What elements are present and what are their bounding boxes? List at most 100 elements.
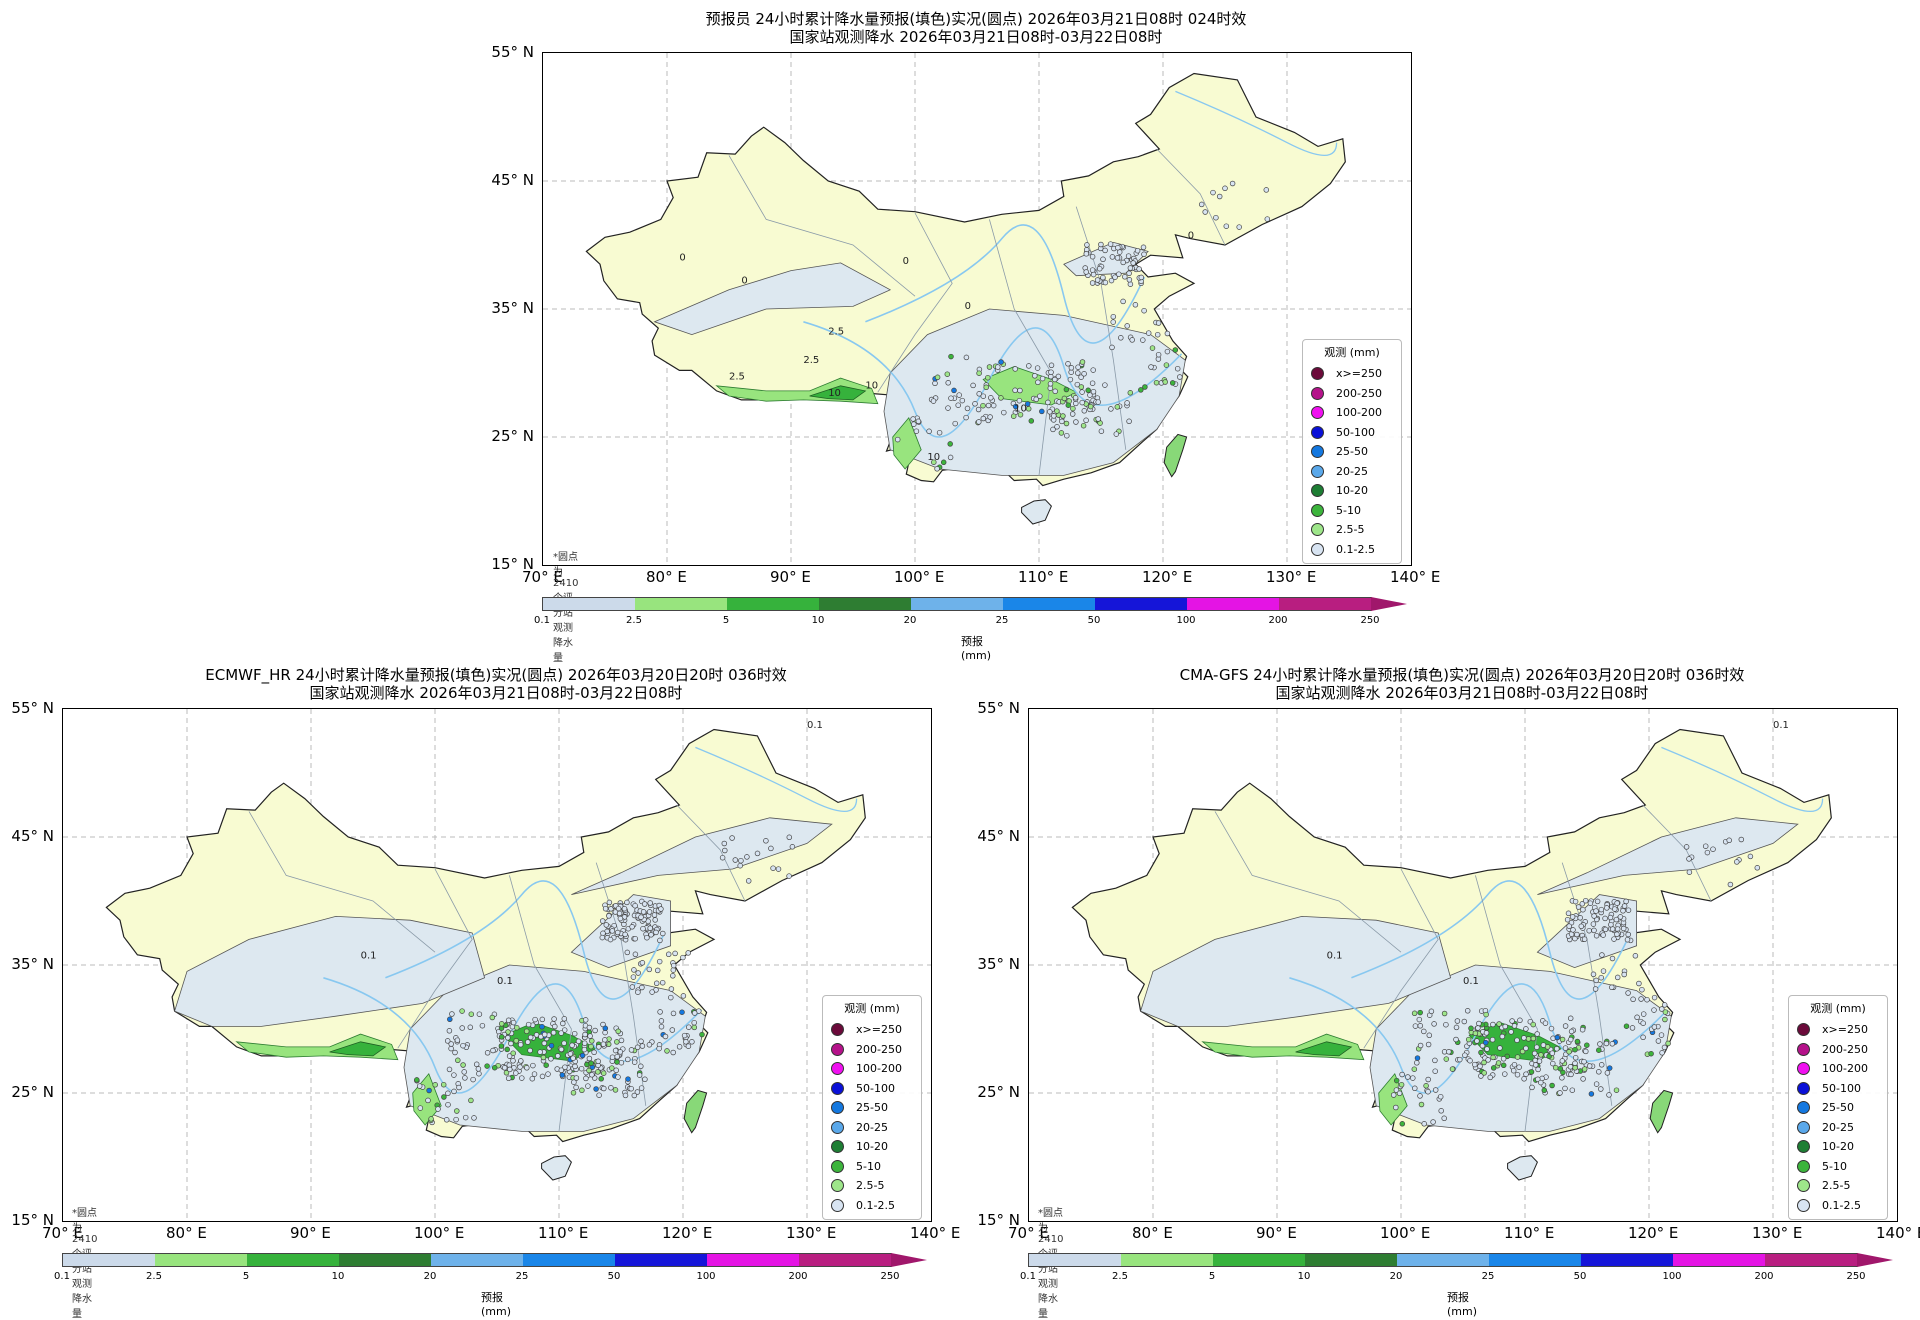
station-dot [1198,201,1205,208]
station-dot [1523,1071,1529,1077]
station-dot [653,980,660,987]
yellow-river [865,224,1146,344]
station-dot [443,1117,450,1123]
legend-item: 50-100 [1797,1079,1879,1099]
station-dot [1174,365,1181,372]
station-dot [1032,373,1038,379]
station-dot [1169,380,1176,386]
station-dot [1560,1069,1566,1076]
station-dot [1525,1036,1532,1042]
station-dot [1045,399,1051,406]
station-dot [1100,256,1106,263]
station-dot [1089,280,1096,286]
station-dot [601,1085,607,1092]
station-dot [975,406,982,413]
station-dot [1457,1056,1463,1063]
station-dot [613,1067,619,1074]
station-dot [1511,1061,1518,1068]
station-dot [786,873,792,879]
station-dot [640,909,647,915]
station-dot [501,1065,508,1071]
panel-ecmwf-title: ECMWF_HR 24小时累计降水量预报(填色)实况(圆点) 2026年03月2… [62,666,930,702]
lat-tick-label: 25° N [977,1083,1020,1101]
station-dot [1659,1050,1665,1056]
station-dot [926,428,932,435]
lon-tick-label: 110° E [1018,568,1069,586]
legend-swatch [831,1140,844,1154]
station-dot [1229,180,1236,187]
province-border [676,804,746,902]
station-dot [963,414,969,421]
legend-label: 200-250 [1822,1042,1868,1056]
map-svg: 0.1 0.1 0.1 [1029,709,1897,1221]
legend-label: 5-10 [1336,503,1361,517]
legend-label: 10-20 [856,1140,888,1154]
station-dot [1115,244,1121,251]
lon-tick-label: 90° E [1256,1224,1297,1242]
station-dot [1640,1020,1646,1026]
station-dot [589,1072,595,1078]
station-dot [1052,376,1058,383]
station-dot [632,951,639,958]
station-dot [1476,1020,1482,1027]
station-dot [1514,1054,1521,1060]
legend-swatch [831,1062,844,1076]
station-dot [1140,337,1146,343]
station-dot [1534,1044,1540,1050]
legend-label: x>=250 [1336,367,1382,381]
station-dot [1026,363,1032,369]
legend-item: 200-250 [1797,1040,1879,1060]
title-line1: 预报员 24小时累计降水量预报(填色)实况(圆点) 2026年03月21日08时… [705,10,1247,28]
station-dot [1126,277,1133,283]
station-dot [585,1083,591,1089]
station-dot [1591,913,1597,919]
station-dot [539,1023,545,1030]
station-dot [447,1016,453,1023]
station-dot [1263,187,1270,193]
station-dot [1472,1061,1478,1068]
station-dot [646,1042,653,1048]
station-dot [1625,990,1631,996]
station-dot [1568,1071,1574,1078]
station-dot [614,929,621,936]
station-dot [1511,1023,1518,1029]
station-dot [470,1076,476,1083]
station-dot [1264,216,1271,222]
contour-label: 0.1 [1463,976,1479,987]
station-dot [679,1009,685,1015]
station-dot [462,1075,468,1081]
station-dot [1500,1056,1507,1062]
station-dot [539,1073,546,1080]
colorbar-tick-label: 25 [515,1271,529,1282]
station-dot [915,418,922,425]
station-dot [649,989,655,995]
legend-item: 25-50 [1797,1098,1879,1118]
station-dot [1064,432,1070,439]
station-dot [1567,1036,1574,1043]
station-dot [980,393,987,399]
colorbar-tick-label: 25 [1481,1271,1495,1282]
station-dot [1054,408,1060,414]
station-dot [589,1038,595,1044]
rain-area-north [1537,817,1799,895]
station-dot [445,1090,451,1097]
station-dot [1474,1038,1480,1044]
colorbar-tick-label: 200 [1268,615,1288,626]
legend-label: 100-200 [1336,406,1382,420]
rain-area-yunnan [892,417,922,470]
station-dot [451,1088,457,1095]
observation-legend: 观测 (mm) x>=250 200-250 100-200 50-100 25-50 20… [1788,995,1888,1220]
station-dot [615,1074,621,1080]
station-dot [955,402,961,408]
station-dot [1089,267,1096,273]
colorbar-tick-label: 0.1 [1020,1271,1036,1282]
station-dot [638,914,644,920]
station-dot [449,1011,455,1017]
station-dot [738,857,744,864]
observation-legend: 观测 (mm) x>=250 200-250 100-200 50-100 25-50 20… [1302,339,1402,564]
station-dot [789,844,796,850]
station-dot [1661,1002,1668,1008]
contour-label: 0 [1188,231,1194,242]
station-dot [1582,897,1589,904]
station-dot [468,1011,475,1017]
